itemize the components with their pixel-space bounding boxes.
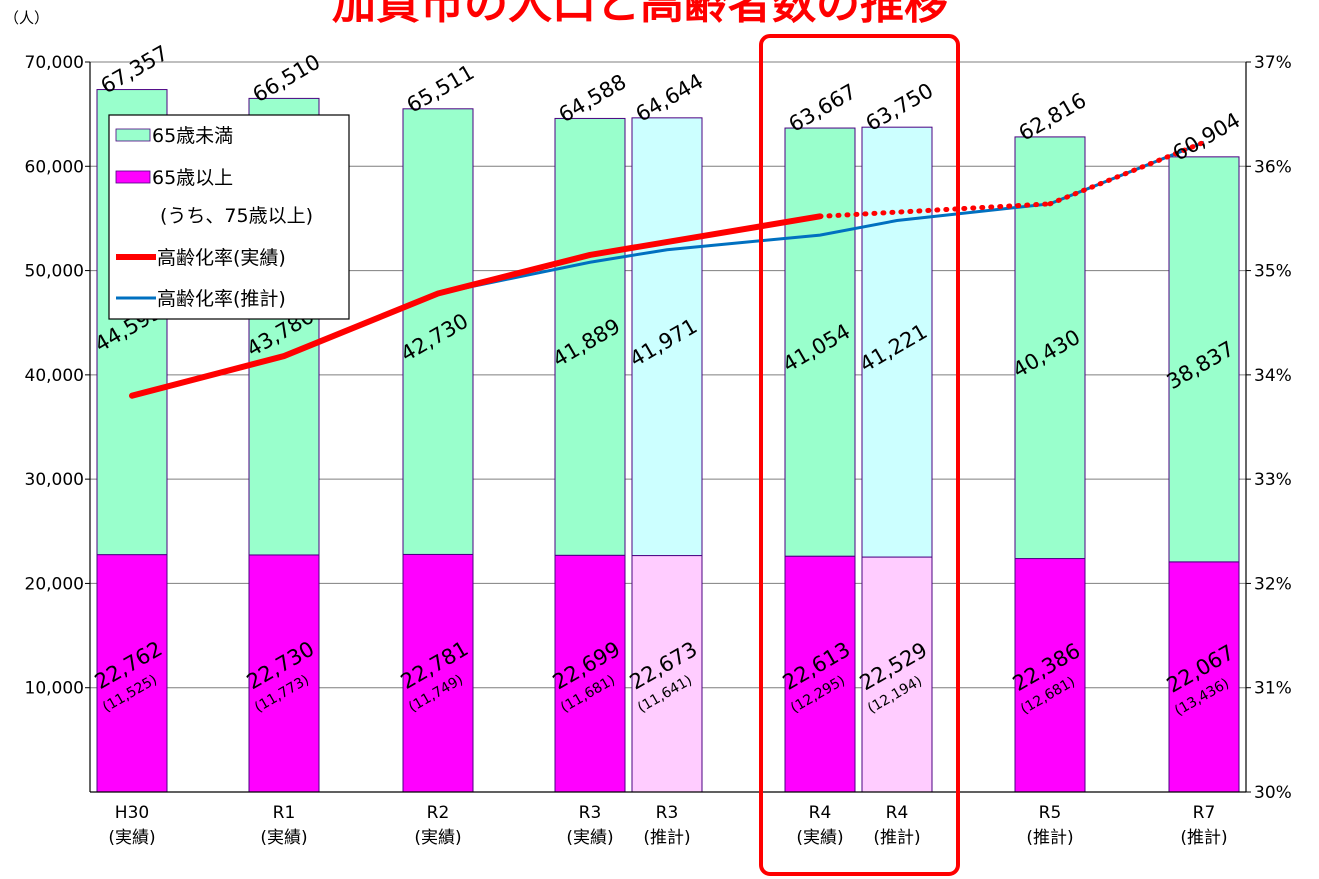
y-left-tick-label: 60,000 [25,157,84,177]
x-tick-label: R7 [1193,803,1216,823]
y-right-tick-label: 35% [1254,262,1292,282]
axes: 10,000 20,000 30,000 40,000 50,000 60,000 70,0… [25,53,1292,803]
y-left-tick-label: 20,000 [25,574,84,594]
y-left-tick-label: 30,000 [25,470,84,490]
y-right-tick-label: 37% [1254,53,1292,73]
x-tick-sublabel: (推計) [1026,828,1073,848]
bar-over65 [402,553,474,793]
legend-swatch-over65 [115,170,151,184]
x-tick-labels: H30 (実績) R1 (実績) R2 (実績) R3 (実績) R3 (推計) R4 (実績) R4 (… [108,803,1227,848]
x-tick-sublabel: (推計) [643,828,690,848]
legend-label-under65: 65歳未満 [152,125,233,147]
x-tick-sublabel: (実績) [260,828,307,848]
y-axis-unit: （人） [4,9,49,27]
y-left-tick-label: 40,000 [25,366,84,386]
y-left-tick-label: 50,000 [25,262,84,282]
rate-estimate-dotted-overlay [1047,139,1207,207]
x-tick-sublabel: (実績) [108,828,155,848]
bar-under65 [631,117,703,557]
legend-label-rate-estimate: 高齢化率(推計) [157,288,286,310]
x-tick-label: R2 [427,803,450,823]
x-tick-sublabel: (推計) [873,828,920,848]
bar-over65 [1168,561,1240,793]
legend-label-over75: (うち、75歳以上) [160,205,313,227]
x-tick-label: R3 [656,803,679,823]
rate-actual-dotted-extension [817,201,1053,219]
legend-frame [108,114,350,320]
y-right-tick-label: 30% [1254,783,1292,803]
bar-over65 [784,555,856,793]
legend-label-rate-actual: 高齢化率(実績) [157,247,286,269]
legend-label-over65: 65歳以上 [152,167,233,189]
y-right-tick-label: 31% [1254,679,1292,699]
x-tick-label: R4 [886,803,909,823]
bar-over65 [554,554,626,793]
x-tick-sublabel: (実績) [796,828,843,848]
y-right-tick-label: 32% [1254,574,1292,594]
bar-over65 [1014,558,1086,793]
x-tick-sublabel: (実績) [414,828,461,848]
bar-under65 [784,127,856,557]
chart-title: 加賀市の人口と高齢者数の推移 [332,0,948,29]
rate-lines [129,139,1207,399]
x-tick-label: R1 [273,803,296,823]
x-tick-sublabel: (実績) [566,828,613,848]
rate-actual-line [129,213,823,399]
bar-under65 [554,117,626,556]
legend-swatch-under65 [115,128,151,142]
legend: 65歳未満 65歳以上 (うち、75歳以上) 高齢化率(実績) 高齢化率(推計) [108,114,350,320]
highlight-rect [759,34,960,876]
y-right-tick-label: 34% [1254,366,1292,386]
bar-over65 [631,555,703,793]
y-left-tick-label: 10,000 [25,679,84,699]
bar-over65 [248,554,320,793]
x-tick-label: H30 [115,803,149,823]
y-right-tick-label: 36% [1254,157,1292,177]
x-tick-label: R5 [1039,803,1062,823]
bar-under65 [861,126,933,558]
x-tick-label: R3 [579,803,602,823]
bar-under65 [1168,156,1240,563]
bar-over65 [861,556,933,793]
y-left-tick-label: 70,000 [25,53,84,73]
highlight-box [759,34,960,876]
y-right-tick-label: 33% [1254,470,1292,490]
bar-under65 [402,108,474,555]
x-tick-sublabel: (推計) [1180,828,1227,848]
x-tick-label: R4 [809,803,832,823]
